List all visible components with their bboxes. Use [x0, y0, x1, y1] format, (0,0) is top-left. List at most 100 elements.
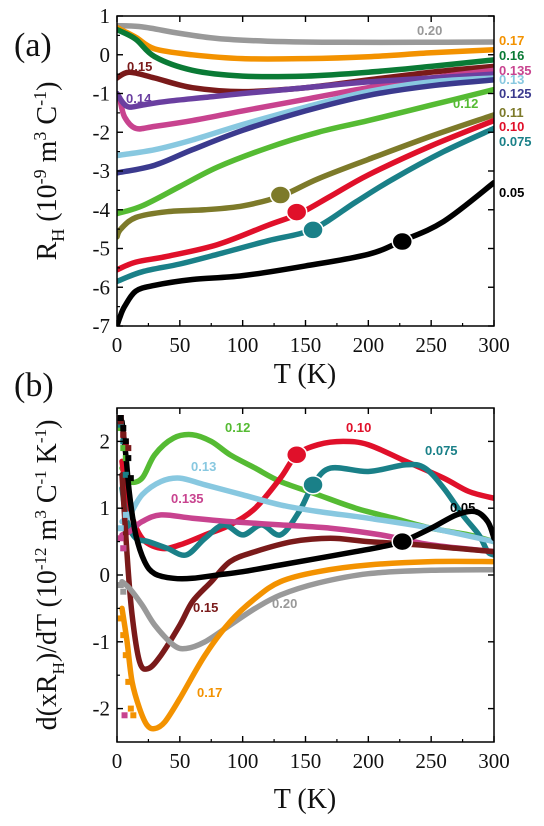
series-line-b-015	[119, 472, 494, 672]
panel-a-ylabel-exp: -9	[30, 169, 50, 184]
series-line-b-013	[119, 475, 494, 545]
scatter-point-6-1	[120, 588, 127, 595]
label-a-017: 0.17	[499, 33, 524, 48]
panel-b-markers	[285, 445, 414, 552]
label-b-020: 0.20	[272, 596, 297, 611]
label-a-020: 0.20	[417, 23, 442, 38]
marker-b-005	[391, 531, 414, 552]
panel-a-ylabel-tail-exp: -1	[30, 91, 50, 106]
marker-a-011	[269, 185, 292, 205]
panel-a-xlabel: T (K)	[274, 359, 336, 390]
panel-b-label: (b)	[14, 367, 54, 404]
label-a-0125: 0.125	[499, 86, 532, 101]
scatter-point-2-0	[117, 421, 124, 428]
panel-b-ylabel-rest: )/dT (10	[32, 570, 63, 662]
x-tick-label: 150	[290, 333, 322, 357]
series-line-b-020	[119, 566, 494, 652]
label-b-010: 0.10	[346, 420, 371, 435]
label-a-0135: 0.135	[499, 63, 532, 78]
marker-a-005	[391, 231, 414, 252]
x-tick-label: 50	[169, 749, 190, 773]
panel-a-label: (a)	[14, 27, 52, 64]
y-tick-label: -6	[93, 275, 111, 299]
marker-b-0075	[302, 475, 324, 495]
panel-a-ylabel-units: m	[32, 140, 63, 169]
label-a-016: 0.16	[499, 48, 524, 63]
label-a-011: 0.11	[499, 105, 524, 120]
scatter-point-1-1	[120, 445, 127, 452]
scatter-point-3-0	[117, 525, 124, 532]
series-line-b-017	[119, 558, 494, 732]
scatter-point-5-0	[117, 418, 124, 425]
scatter-point-7-4	[127, 705, 134, 712]
label-a-015: 0.15	[127, 59, 152, 74]
series-line-a-0125	[117, 77, 494, 176]
y-tick-label: -1	[93, 630, 111, 654]
panel-b-series-labels: 0.12 0.10 0.075 0.13 0.135 0.05 0.15 0.2…	[171, 420, 475, 700]
panel-b-ylabel-units: m	[32, 518, 63, 547]
y-tick-label: -1	[93, 82, 111, 106]
y-tick-label: -4	[93, 198, 111, 222]
x-tick-label: 0	[112, 333, 123, 357]
panel-a-ylabel-rest: (10	[32, 184, 63, 228]
panel-b-ticks: 0 50 100 150 200 250 300 -2 -1 0 1 2	[93, 408, 510, 773]
label-b-013: 0.13	[191, 459, 216, 474]
panel-b-ylabel-tail: C	[32, 484, 63, 510]
label-b-012: 0.12	[225, 420, 250, 435]
panel-a-ylabel-close: )	[32, 82, 63, 91]
series-line-a-013	[117, 75, 494, 159]
panel-b-ylabel-sub: H	[49, 662, 68, 674]
series-line-a-016	[117, 26, 494, 80]
scatter-point-4-0	[117, 535, 124, 542]
y-tick-label: -2	[93, 120, 111, 144]
panel-b: (b) 0 50 100 150 200 250 300 -2 -1 0 1 2 T (K) d(xR…	[14, 367, 510, 815]
panel-a-ylabel-main: R	[32, 241, 63, 260]
label-a-014: 0.14	[126, 91, 152, 106]
x-tick-label: 0	[112, 749, 123, 773]
x-tick-label: 150	[290, 749, 322, 773]
panel-b-xlabel: T (K)	[274, 784, 336, 815]
scatter-point-9-2	[122, 438, 129, 445]
panel-b-ylabel-close: )	[32, 420, 63, 429]
panel-a-series	[117, 22, 494, 326]
scatter-point-2-2	[122, 471, 129, 478]
scatter-point-7-0	[117, 615, 124, 622]
label-b-005: 0.05	[450, 500, 475, 515]
panel-b-scatter	[117, 415, 137, 719]
series-line-a-0075	[117, 125, 494, 285]
scatter-point-7-2	[122, 652, 129, 659]
scatter-point-3-2	[122, 511, 129, 518]
y-tick-label: 0	[100, 563, 111, 587]
label-a-010: 0.10	[499, 119, 524, 134]
y-tick-label: 2	[100, 429, 111, 453]
panel-b-series	[119, 418, 494, 732]
label-b-017: 0.17	[197, 685, 222, 700]
y-tick-label: 0	[100, 43, 111, 67]
label-b-0135: 0.135	[171, 491, 204, 506]
scatter-point-4-1	[120, 545, 127, 552]
scatter-point-5-1	[120, 431, 127, 438]
panel-b-ylabel-tail-exp: -1	[31, 470, 50, 484]
scatter-point-0-2	[122, 441, 129, 448]
panel-b-ylabel-main: d(xR	[32, 674, 63, 730]
panel-a-ylabel: RH (10-9 m3 C-1)	[30, 82, 68, 261]
scatter-point-5-3	[125, 445, 132, 452]
scatter-point-9-0	[117, 415, 124, 422]
scatter-point-7-5	[130, 712, 137, 719]
x-tick-label: 300	[478, 333, 510, 357]
y-tick-label: -5	[93, 237, 111, 261]
scatter-point-8-0	[121, 712, 128, 719]
label-a-005: 0.05	[499, 185, 524, 200]
panel-a-markers	[269, 185, 414, 252]
label-b-015: 0.15	[193, 600, 218, 615]
y-tick-label: -7	[93, 314, 111, 338]
panel-a: (a) 0 50 100 150 200 250 300 -7 -6 -5 -4 -3 -2 -1 0 1 T…	[14, 4, 532, 390]
series-line-a-014	[117, 71, 494, 110]
x-tick-label: 300	[478, 749, 510, 773]
scatter-point-9-4	[127, 475, 134, 482]
label-a-012: 0.12	[453, 96, 478, 111]
label-a-0075: 0.075	[499, 134, 532, 149]
y-tick-label: -3	[93, 159, 111, 183]
marker-a-010	[285, 202, 308, 222]
